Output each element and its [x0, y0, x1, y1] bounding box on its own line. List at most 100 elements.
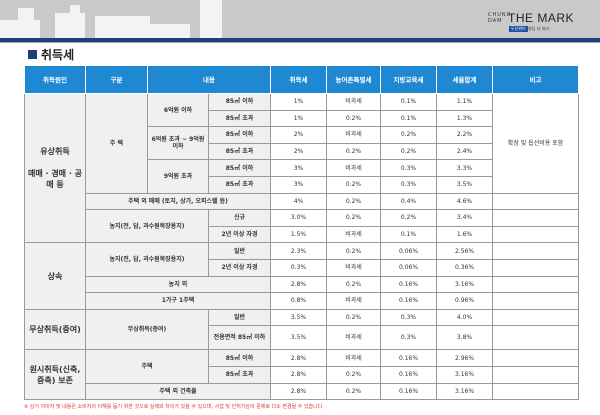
local-education-tax-cell: 0.16%: [380, 275, 437, 294]
skyline-building: [200, 0, 222, 38]
sub-self-farming: 2년 이상 자경: [208, 225, 271, 244]
skyline-building: [18, 8, 34, 38]
local-education-tax-cell: 0.16%: [380, 349, 437, 367]
remark-cell: 확장 및 옵션비용 포함: [492, 93, 579, 194]
rural-special-tax-cell: 0.2%: [326, 275, 381, 294]
acquisition-tax-cell: 2.8%: [270, 382, 327, 401]
area-band: 85㎡ 초과: [208, 175, 271, 194]
category-nonfarm: 농지 외: [85, 275, 271, 294]
acquisition-tax-cell: 2.8%: [270, 275, 327, 294]
local-education-tax-cell: 0.06%: [380, 242, 437, 260]
area-band: 85㎡ 이하: [208, 126, 271, 144]
sub-new: 신규: [208, 209, 271, 227]
category-nonhouse-building: 주택 외 건축물: [85, 382, 271, 401]
category-farmland: 농지(전, 답, 과수원목장용지): [85, 242, 209, 277]
price-band: 6억원 이하: [147, 92, 209, 128]
acquisition-tax-cell: 4%: [270, 192, 327, 211]
acquisition-tax-cell: 3%: [270, 159, 327, 177]
acquisition-tax-cell: 2.3%: [270, 242, 327, 260]
logo-main: THE MARK: [508, 11, 575, 25]
remark-cell: [492, 258, 579, 277]
local-education-tax-cell: 0.3%: [380, 308, 437, 327]
table-row: 1가구 1주택 0.8% 비과세 0.16% 0.96%: [25, 292, 579, 310]
rural-special-tax-cell: 0.2%: [326, 242, 381, 260]
logo-sub: 청담 더 마크: [528, 26, 549, 31]
local-education-tax-cell: 0.1%: [380, 93, 437, 111]
table-row: 2년 이상 자경 0.3% 비과세 0.06% 0.36%: [25, 258, 579, 277]
table-header: 취득원인 구분 내용 취득세 농어촌특별세 지방교육세 세율합계 비고: [24, 65, 579, 94]
total-rate-cell: 3.16%: [436, 275, 493, 294]
acquisition-tax-cell: 1.5%: [270, 225, 327, 244]
sub-area85: 전용면적 85㎡ 이하: [208, 325, 271, 351]
acquisition-tax-cell: 1%: [270, 109, 327, 128]
total-rate-cell: 3.5%: [436, 175, 493, 194]
remark-cell: [492, 325, 579, 351]
skyline-building: [70, 5, 80, 38]
table-row: 6억원 초과 ~ 9억원 이하 85㎡ 이하 2% 비과세 0.2% 2.2%: [25, 126, 579, 161]
total-rate-cell: 4.0%: [436, 308, 493, 327]
total-rate-cell: 2.4%: [436, 142, 493, 161]
price-band: 9억원 초과: [147, 159, 209, 194]
table-row: 85㎡ 초과 1% 0.2% 0.1% 1.3%: [25, 109, 579, 128]
rural-special-tax-cell: 비과세: [326, 349, 381, 367]
acquisition-tax-cell: 2.8%: [270, 365, 327, 384]
local-education-tax-cell: 0.16%: [380, 382, 437, 401]
rural-special-tax-cell: 0.2%: [326, 308, 381, 327]
total-rate-cell: 4.6%: [436, 192, 493, 211]
table-row: 85㎡ 초과 3% 0.2% 0.3% 3.5%: [25, 175, 579, 194]
sub-general: 일반: [208, 308, 271, 327]
price-band: 6억원 초과 ~ 9억원 이하: [147, 126, 209, 161]
rural-special-tax-cell: 비과세: [326, 258, 381, 277]
table-row: 주택 외 건축물 2.8% 0.2% 0.16% 3.16%: [25, 382, 579, 401]
table-row: 85㎡ 초과 2% 0.2% 0.2% 2.4%: [25, 142, 579, 161]
rural-special-tax-cell: 0.2%: [326, 109, 381, 128]
remark-cell: [492, 308, 579, 327]
table-row: 무상취득(증여) 무상취득(증여) 일반 3.5% 0.2% 0.3% 4.0%: [24, 308, 579, 351]
col-header: 비고: [492, 65, 579, 94]
acquisition-tax-cell: 2%: [270, 126, 327, 144]
col-header: 내용: [147, 65, 271, 94]
area-band: 85㎡ 이하: [208, 93, 271, 111]
page-title-text: 취득세: [41, 48, 75, 62]
sub-general: 일반: [208, 242, 271, 260]
remark-cell: [492, 225, 579, 244]
acquisition-tax-cell: 3.5%: [270, 325, 327, 351]
cause-paid: 유상취득 매매 · 경매 · 공매 등: [24, 92, 86, 244]
total-rate-cell: 3.8%: [436, 325, 493, 351]
area-band: 85㎡ 초과: [208, 142, 271, 161]
rural-special-tax-cell: 0.2%: [326, 382, 381, 401]
total-rate-cell: 2.2%: [436, 126, 493, 144]
table-row: 상속 농지(전, 답, 과수원목장용지) 일반 2.3% 0.2% 0.06% 2.56%: [24, 242, 579, 310]
logo-small: CHUNG DAM: [488, 12, 512, 24]
category-house: 주 택: [85, 93, 148, 194]
total-rate-cell: 2.96%: [436, 349, 493, 367]
total-rate-cell: 1.3%: [436, 109, 493, 128]
col-header: 세율합계: [436, 65, 493, 94]
total-rate-cell: 1.6%: [436, 225, 493, 244]
table-row: 2년 이상 자경 1.5% 비과세 0.1% 1.6%: [25, 225, 579, 244]
acquisition-tax-cell: 0.3%: [270, 258, 327, 277]
remark-cell: [492, 365, 579, 384]
rural-special-tax-cell: 0.2%: [326, 175, 381, 194]
local-education-tax-cell: 0.4%: [380, 192, 437, 211]
local-education-tax-cell: 0.3%: [380, 159, 437, 177]
rural-special-tax-cell: 0.2%: [326, 142, 381, 161]
total-rate-cell: 3.3%: [436, 159, 493, 177]
remark-cell: [492, 382, 579, 401]
col-header: 구분: [85, 65, 148, 94]
sub-self-farming: 2년 이상 자경: [208, 258, 271, 277]
acquisition-tax-cell: 2.8%: [270, 349, 327, 367]
acquisition-tax-cell: 3%: [270, 175, 327, 194]
acquisition-tax-cell: 3.0%: [270, 209, 327, 227]
total-rate-cell: 0.96%: [436, 292, 493, 310]
table-row: 주택 외 매매 (토지, 상가, 오피스텔 등) 4% 0.2% 0.4% 4.6%: [25, 192, 579, 211]
rural-special-tax-cell: 비과세: [326, 126, 381, 144]
local-education-tax-cell: 0.1%: [380, 109, 437, 128]
rural-special-tax-cell: 비과세: [326, 159, 381, 177]
acquisition-tax-cell: 2%: [270, 142, 327, 161]
rural-special-tax-cell: 비과세: [326, 93, 381, 111]
category-farmland: 농지(전, 답, 과수원목장용지): [85, 209, 209, 244]
col-header: 지방교육세: [380, 65, 437, 94]
cause-original: 원시취득(신축, 증축) 보존: [24, 349, 86, 401]
area-band: 85㎡ 이하: [208, 349, 271, 367]
